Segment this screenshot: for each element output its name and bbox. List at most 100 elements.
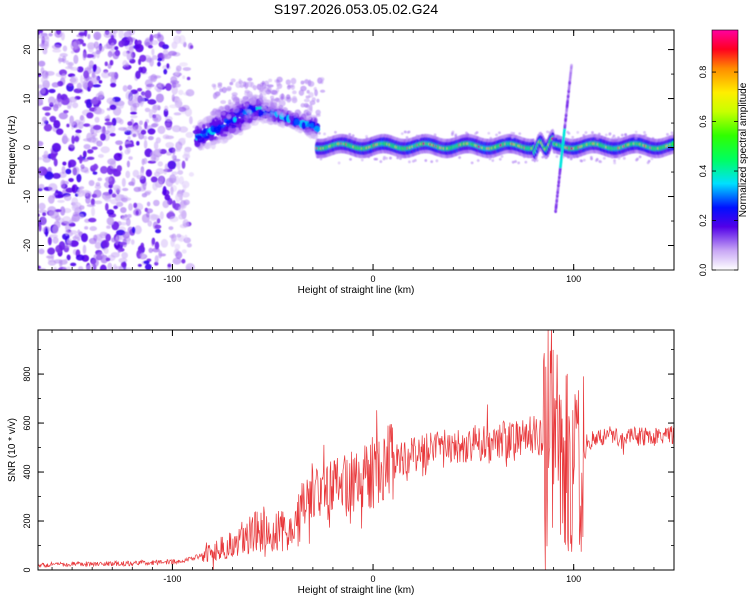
spectrogram-cell <box>40 216 46 226</box>
spectrogram-cell <box>162 186 167 196</box>
spectrogram-cell <box>101 239 110 249</box>
spectrogram-cell <box>143 139 148 149</box>
spectrogram-cell <box>41 116 48 123</box>
spectrogram-cell <box>146 83 155 88</box>
spectrogram-cell <box>276 76 283 83</box>
colorbar-tick-label: 0.8 <box>698 66 708 79</box>
spectrogram-cell <box>92 171 98 175</box>
spectrogram-cell <box>580 159 584 163</box>
spectrogram-cell <box>125 267 132 270</box>
spectrogram-cell <box>70 262 77 267</box>
spectrogram-cell <box>122 50 129 57</box>
spectrogram-cell <box>282 106 288 114</box>
spectrogram-cell <box>39 30 43 34</box>
spectrogram-cell <box>511 160 515 164</box>
spectrogram-cell <box>226 114 232 120</box>
spectrogram-cell <box>110 160 116 170</box>
spectrogram-cell <box>373 157 377 161</box>
spectrogram-cell <box>622 156 626 160</box>
spectrogram-cell <box>576 130 580 134</box>
spectrogram-cell <box>611 136 615 140</box>
spectrogram-cell <box>74 124 78 129</box>
spectrogram-cell <box>91 258 99 268</box>
spectrogram-cell <box>173 112 182 116</box>
spectrogram-cell <box>47 206 57 214</box>
spectrogram-cell <box>570 63 573 68</box>
spectrogram-cell <box>128 203 133 211</box>
snr-x-axis-label: Height of straight line (km) <box>298 585 415 596</box>
spectrogram-cell <box>365 134 368 138</box>
spectrogram-cell <box>101 71 111 79</box>
spectrogram-cell <box>110 42 115 51</box>
spectrogram-cell <box>38 174 43 179</box>
spectrogram-cell <box>55 194 64 199</box>
spectrogram-cell <box>181 249 187 254</box>
spectrogram-cell <box>204 122 210 127</box>
spectrogram-cell <box>309 100 316 106</box>
spectrogram-cell <box>164 194 171 201</box>
spectrogram-cell <box>49 115 57 123</box>
spectrogram-cell <box>367 155 371 159</box>
spectrogram-cell <box>310 122 314 129</box>
spectrogram-cell <box>320 89 326 93</box>
spectrogram-cell <box>175 148 181 152</box>
spectrogram-cell <box>105 202 109 211</box>
spectrogram-cell <box>158 175 165 184</box>
spectrogram-cell <box>63 258 68 264</box>
spectrogram-cell <box>535 156 538 160</box>
spectrogram-cell <box>278 104 284 110</box>
spectrogram-cell <box>650 157 654 161</box>
spectrogram-cell <box>115 201 124 207</box>
spectrogram-cell <box>38 166 48 176</box>
spectrogram-cell <box>118 257 128 263</box>
spectrogram-cell <box>216 136 220 143</box>
spectrogram-cell <box>140 129 147 135</box>
spectrogram-cell <box>408 160 411 164</box>
spectrogram-cell <box>476 159 480 162</box>
spectrogram-cell <box>602 156 606 160</box>
spectrogram-cell <box>157 61 161 67</box>
spectrogram-cell <box>181 191 190 198</box>
spectrogram-cell <box>192 129 202 135</box>
spectrogram-cell <box>119 145 123 151</box>
spectrogram-cell <box>58 241 66 251</box>
spectrogram-cell <box>172 127 179 132</box>
spectrogram-cell <box>251 107 257 114</box>
spectrogram-cell <box>118 194 125 199</box>
spectrogram-cell <box>80 74 84 84</box>
spectrogram-cell <box>70 75 79 85</box>
spectrogram-cell <box>154 224 162 229</box>
spectrogram-cell <box>164 163 169 172</box>
spectrogram-cell <box>184 234 188 240</box>
spectrogram-cell <box>259 93 264 100</box>
spectrogram-cell <box>171 154 176 160</box>
snr-y-tick-label: 600 <box>22 416 32 431</box>
spectrogram-cell <box>107 50 113 58</box>
spectrogram-cell <box>135 43 144 53</box>
spectrogram-cell <box>541 155 545 159</box>
spectrogram-cell <box>162 200 170 209</box>
spectrogram-cell <box>82 79 89 90</box>
spectrogram-cell <box>106 216 114 226</box>
spectrogram-cell <box>262 91 267 96</box>
spectrogram-cell <box>172 158 181 162</box>
spectrogram-cell <box>78 31 86 36</box>
spectrogram-cell <box>139 54 147 63</box>
spectrogram-cell <box>307 80 315 87</box>
spectrogram-cell <box>167 160 177 170</box>
spectrogram-cell <box>96 238 102 243</box>
spectrogram-cell <box>137 263 142 267</box>
spectrogram-cell <box>597 132 601 136</box>
spectrogram-cell <box>73 54 79 65</box>
spectrogram-cell <box>174 237 184 241</box>
spectrogram-cell <box>220 100 227 105</box>
snr-y-tick-label: 400 <box>22 465 32 480</box>
spectrogram-cell <box>40 76 48 84</box>
spectrogram-cell <box>285 79 291 86</box>
spectrogram-cell <box>117 248 121 254</box>
spectrogram-cell <box>399 157 402 161</box>
spectrogram-cell <box>415 134 419 138</box>
spectrogram-cell <box>88 237 97 245</box>
spectrogram-cell <box>120 261 127 268</box>
spectrogram-cell <box>74 135 80 143</box>
